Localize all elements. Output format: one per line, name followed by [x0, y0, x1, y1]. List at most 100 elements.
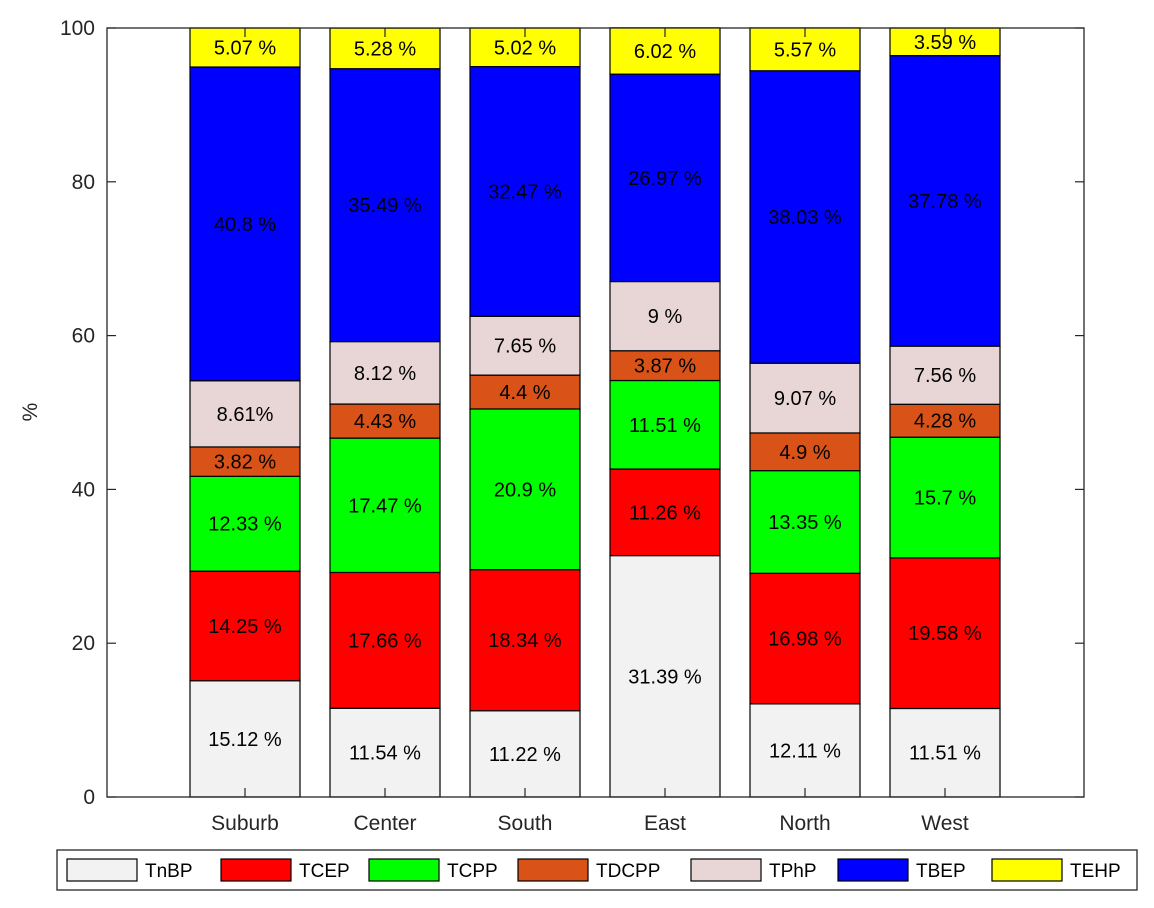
- bar-segment-tphp-center: [329, 340, 441, 405]
- legend-swatch-tcep: [220, 858, 292, 882]
- data-label-tdcpp-east: 3.87 %: [634, 356, 696, 378]
- legend-swatch-tehp: [991, 858, 1063, 882]
- y-tick-label: 60: [72, 325, 95, 348]
- data-label-tcep-suburb: 14.25 %: [208, 616, 282, 638]
- x-tick-label-center: Center: [353, 812, 416, 835]
- bar-segment-tbep-north: [749, 70, 861, 364]
- bar-segment-tdcpp-south: [469, 374, 581, 410]
- data-label-tcpp-center: 17.47 %: [348, 495, 422, 517]
- bar-segment-tbep-suburb: [189, 66, 301, 382]
- data-label-tnbp-west: 11.51 %: [909, 743, 981, 765]
- legend-swatch-tbep: [837, 858, 909, 882]
- data-label-tbep-east: 26.97 %: [628, 168, 702, 190]
- legend-label-tdcpp: TDCPP: [596, 861, 660, 882]
- data-label-tehp-east: 6.02 %: [634, 41, 696, 63]
- data-label-tnbp-suburb: 15.12 %: [208, 729, 282, 751]
- axes: [106, 27, 1085, 798]
- data-label-tdcpp-north: 4.9 %: [779, 442, 830, 464]
- legend-swatch-tnbp: [66, 858, 138, 882]
- data-label-tcpp-suburb: 12.33 %: [208, 514, 282, 536]
- bar-segment-tphp-south: [469, 315, 581, 376]
- y-tick-label: 20: [72, 632, 95, 655]
- plot-area-frame: [106, 27, 1085, 798]
- bar-segment-tcep-south: [469, 569, 581, 712]
- data-label-tdcpp-south: 4.4 %: [499, 382, 550, 404]
- bar-segment-tnbp-west: [889, 707, 1001, 798]
- bar-segment-tnbp-center: [329, 707, 441, 798]
- data-label-tehp-north: 5.57 %: [774, 39, 836, 61]
- data-label-tcep-west: 19.58 %: [908, 623, 982, 645]
- y-tick-label: 40: [72, 478, 95, 501]
- data-label-tphp-center: 8.12 %: [354, 363, 416, 385]
- bar-segment-tcep-west: [889, 557, 1001, 710]
- bar-segment-tphp-suburb: [189, 380, 301, 448]
- data-label-tnbp-north: 12.11 %: [769, 740, 841, 762]
- data-label-tdcpp-center: 4.43 %: [354, 411, 416, 433]
- bar-segment-tcep-north: [749, 572, 861, 705]
- data-label-tehp-suburb: 5.07 %: [214, 37, 276, 59]
- legend-swatch-tcpp: [368, 858, 440, 882]
- legend-label-tbep: TBEP: [916, 861, 966, 882]
- data-label-tdcpp-west: 4.28 %: [914, 411, 976, 433]
- segment-labels: 15.12 % 14.25 % 12.33 % 3.82 % 8.61% 40.8 % 5.…: [208, 32, 982, 766]
- data-label-tphp-north: 9.07 %: [774, 388, 836, 410]
- data-label-tcpp-west: 15.7 %: [914, 488, 976, 510]
- y-axis-ticks: 0 20 40 60 80 100: [60, 17, 1084, 809]
- legend-label-tnbp: TnBP: [145, 861, 193, 882]
- bar-segment-tdcpp-center: [329, 403, 441, 439]
- x-tick-label-suburb: Suburb: [211, 812, 279, 835]
- data-label-tbep-west: 37.78 %: [908, 191, 982, 213]
- bar-segment-tbep-center: [329, 68, 441, 343]
- bar-segment-tdcpp-suburb: [189, 446, 301, 477]
- data-label-tehp-west: 3.59 %: [914, 32, 976, 54]
- data-label-tnbp-south: 11.22 %: [489, 744, 561, 766]
- x-axis-ticks: Suburb Center South East North West: [211, 28, 969, 835]
- bar-segment-tcpp-center: [329, 437, 441, 574]
- bar-segment-tcep-suburb: [189, 570, 301, 682]
- data-label-tcep-east: 11.26 %: [629, 502, 701, 524]
- data-label-tphp-west: 7.56 %: [914, 365, 976, 387]
- legend-swatch-tdcpp: [517, 858, 589, 882]
- bar-segment-tnbp-south: [469, 710, 581, 798]
- legend-label-tphp: TPhP: [769, 861, 817, 882]
- data-label-tbep-south: 32.47 %: [488, 181, 562, 203]
- legend-label-tcep: TCEP: [299, 861, 350, 882]
- bar-segment-tphp-east: [609, 280, 721, 352]
- bar-segment-tbep-east: [609, 73, 721, 283]
- data-label-tcep-north: 16.98 %: [768, 629, 842, 651]
- bar-segment-tphp-west: [889, 345, 1001, 405]
- legend-label-tcpp: TCPP: [447, 861, 498, 882]
- x-tick-label-south: South: [498, 812, 553, 835]
- legend-label-tehp: TEHP: [1070, 861, 1121, 882]
- y-axis-label: %: [19, 403, 42, 422]
- data-label-tcep-south: 18.34 %: [488, 630, 562, 652]
- y-tick-label: 0: [83, 786, 95, 809]
- data-label-tcpp-south: 20.9 %: [494, 479, 556, 501]
- data-label-tbep-suburb: 40.8 %: [214, 214, 276, 236]
- data-label-tphp-east: 9 %: [648, 306, 683, 328]
- x-tick-label-east: East: [644, 812, 686, 835]
- data-label-tehp-south: 5.02 %: [494, 37, 556, 59]
- legend-swatch-tphp: [690, 858, 762, 882]
- data-label-tnbp-east: 31.39 %: [628, 666, 702, 688]
- bars-layer: [189, 27, 1001, 798]
- data-label-tcpp-north: 13.35 %: [768, 512, 842, 534]
- legend: TnBP TCEP TCPP TDCPP TPhP TBEP TEHP: [56, 849, 1138, 891]
- y-tick-label: 100: [60, 17, 95, 40]
- data-label-tphp-south: 7.65 %: [494, 336, 556, 358]
- bar-segment-tnbp-north: [749, 703, 861, 798]
- y-tick-label: 80: [72, 171, 95, 194]
- data-label-tcpp-east: 11.51 %: [629, 415, 701, 437]
- bar-segment-tcpp-south: [469, 408, 581, 571]
- bar-segment-tnbp-suburb: [189, 680, 301, 798]
- x-tick-label-north: North: [779, 812, 830, 835]
- data-label-tehp-center: 5.28 %: [354, 38, 416, 60]
- data-label-tphp-suburb: 8.61%: [217, 404, 274, 426]
- bar-segment-tdcpp-east: [609, 350, 721, 382]
- data-label-tbep-north: 38.03 %: [768, 207, 842, 229]
- bar-segment-tbep-south: [469, 66, 581, 317]
- data-label-tbep-center: 35.49 %: [348, 195, 422, 217]
- bar-segment-tcep-east: [609, 468, 721, 557]
- bar-segment-tdcpp-north: [749, 432, 861, 472]
